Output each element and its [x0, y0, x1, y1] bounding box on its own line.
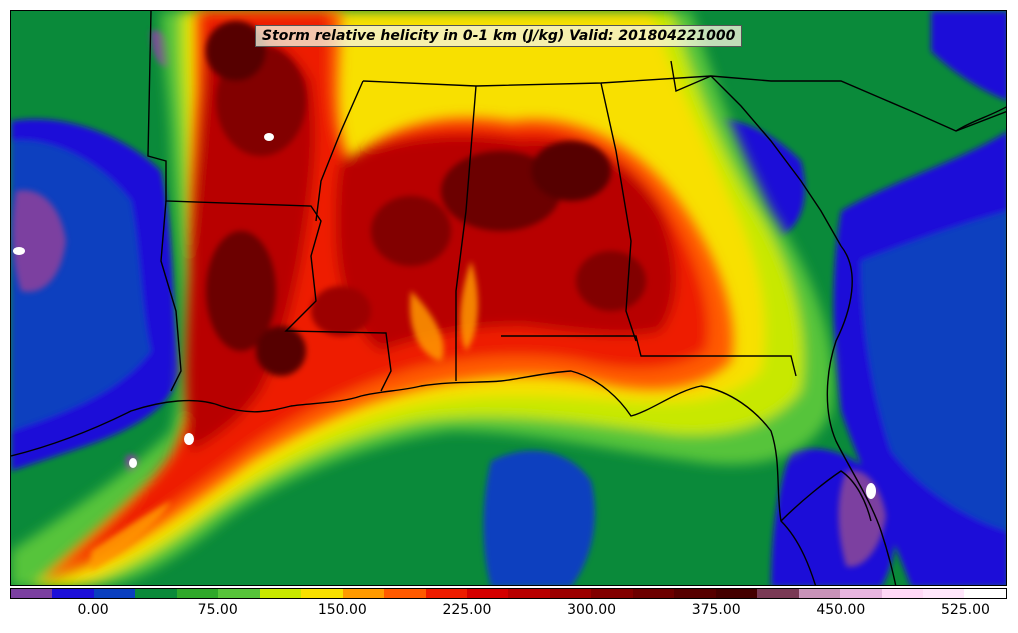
colorbar-segment: [798, 589, 841, 598]
colorbar-segment: [881, 589, 923, 598]
colorbar-tick-label: 225.00: [442, 602, 492, 618]
colorbar-segment: [591, 589, 633, 598]
colorbar-segment: [176, 589, 219, 598]
colorbar-tick-label: 375.00: [691, 602, 741, 618]
extreme-value-spots: [13, 133, 876, 499]
very-high-helicity-cells: [206, 21, 646, 376]
colorbar-segment: [384, 589, 426, 598]
map-title: Storm relative helicity in 0-1 km (J/kg)…: [255, 25, 743, 47]
colorbar-tick-label: 450.00: [816, 602, 866, 618]
political-boundaries: [11, 11, 1006, 585]
map-panel: Storm relative helicity in 0-1 km (J/kg)…: [10, 10, 1007, 586]
colorbar-segment: [757, 589, 799, 598]
colorbar-segment: [922, 589, 965, 598]
colorbar-segment: [301, 589, 343, 598]
colorbar-segment: [508, 589, 550, 598]
colorbar: [10, 588, 1007, 599]
colorbar-tick-label: 300.00: [567, 602, 617, 618]
orange-streaks: [91, 261, 478, 571]
colorbar-tick-labels: 0.00 75.00 150.00 225.00 300.00 375.00 450.00 5…: [10, 600, 1007, 630]
colorbar-segment: [715, 589, 758, 598]
colorbar-segment: [218, 589, 260, 598]
colorbar-tick-label: 0.00: [77, 602, 109, 618]
colorbar-segment: [259, 589, 302, 598]
colorbar-tick-label: 525.00: [940, 602, 990, 618]
helicity-field-map: [11, 11, 1006, 585]
colorbar-segment: [93, 589, 136, 598]
colorbar-segment: [549, 589, 592, 598]
colorbar-tick-label: 75.00: [197, 602, 238, 618]
colorbar-segment: [52, 589, 94, 598]
colorbar-segment: [425, 589, 467, 598]
colorbar-segment: [11, 589, 53, 598]
colorbar-segment: [632, 589, 675, 598]
colorbar-segment: [964, 589, 1006, 598]
colorbar-segment: [840, 589, 882, 598]
colorbar-segment: [466, 589, 509, 598]
colorbar-segment: [135, 589, 177, 598]
colorbar-tick-label: 150.00: [317, 602, 367, 618]
colorbar-segment: [674, 589, 716, 598]
colorbar-segment: [342, 589, 385, 598]
